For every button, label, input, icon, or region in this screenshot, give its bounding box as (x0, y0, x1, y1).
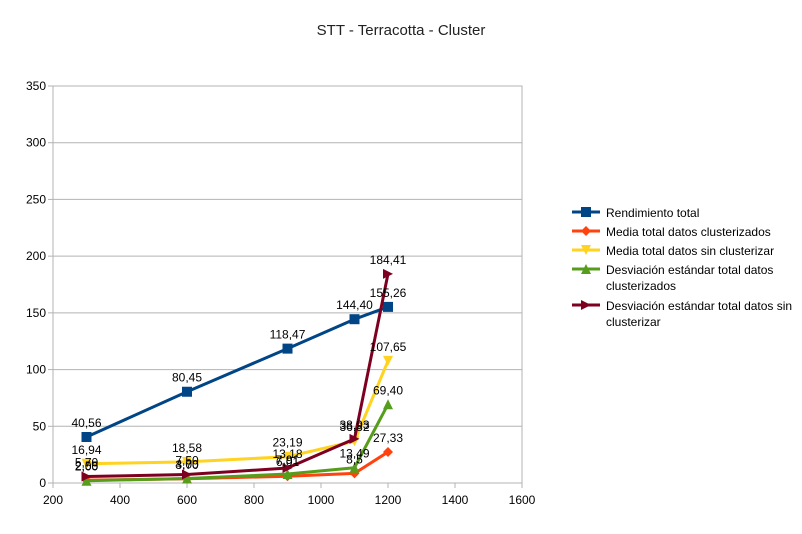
legend-item-1: Rendimiento total (572, 206, 699, 220)
data-label: 6,01 (276, 455, 300, 469)
data-point (282, 463, 293, 474)
data-point (282, 451, 293, 462)
data-point (383, 399, 393, 410)
y-tick-label: 350 (26, 79, 46, 93)
data-point (349, 314, 360, 325)
data-point (282, 469, 293, 480)
legend-marker (581, 245, 591, 255)
series-group (81, 268, 393, 486)
data-label: 18,58 (172, 441, 202, 455)
data-label: 7,91 (276, 453, 300, 467)
data-point (81, 431, 92, 442)
data-label: 13,18 (272, 447, 302, 461)
data-point (383, 301, 393, 312)
x-tick-label: 600 (177, 493, 197, 507)
x-tick-label: 1000 (308, 493, 335, 507)
legend-marker (581, 264, 591, 274)
x-tick-label: 800 (244, 493, 264, 507)
data-label: 144,40 (336, 298, 373, 312)
data-label: 4,00 (175, 457, 199, 471)
data-label: 107,65 (370, 340, 407, 354)
x-tick-label: 1200 (375, 493, 402, 507)
data-label: 155,26 (370, 286, 407, 300)
data-point (182, 456, 192, 467)
data-point (383, 355, 393, 366)
data-label: 8,5 (346, 452, 363, 466)
legend-label: clusterizar (606, 315, 661, 329)
data-label: 38,93 (339, 418, 369, 432)
legend-label: clusterizados (606, 279, 676, 293)
x-tick-label: 200 (43, 493, 63, 507)
y-tick-label: 250 (26, 192, 46, 206)
data-label: 118,47 (270, 328, 306, 342)
series-5 (81, 268, 393, 482)
series-4 (81, 399, 393, 486)
legend-label: Desviación estándar total datos sin (606, 299, 792, 313)
data-point (81, 475, 92, 486)
legend-marker (581, 300, 591, 310)
x-tick-label: 1600 (509, 493, 536, 507)
legend: Rendimiento total Media total datos clust… (572, 206, 792, 329)
data-point (81, 471, 92, 482)
data-label: 36,82 (339, 420, 369, 434)
legend-label: Media total datos sin clusterizar (606, 244, 774, 258)
data-label: 3,70 (175, 458, 199, 472)
legend-item-4: Desviación estándar total datos clusteriz… (572, 263, 773, 293)
data-point (182, 386, 192, 397)
legend-item-2: Media total datos clusterizados (572, 225, 771, 239)
series-1 (81, 301, 393, 442)
data-point (383, 268, 393, 279)
y-tick-label: 0 (39, 476, 46, 490)
data-point (349, 433, 360, 444)
legend-marker (581, 226, 591, 236)
data-point (383, 446, 393, 457)
data-point (282, 343, 293, 354)
data-label: 5,70 (75, 456, 99, 470)
data-label: 184,41 (370, 253, 407, 267)
y-tick-label: 200 (26, 249, 46, 263)
legend-label: Media total datos clusterizados (606, 225, 771, 239)
data-label: 69,40 (373, 383, 403, 397)
data-label: 23,19 (272, 436, 302, 450)
y-tick-label: 300 (26, 136, 46, 150)
data-point (81, 458, 92, 469)
x-tick-label: 1400 (442, 493, 469, 507)
x-tick-label: 400 (110, 493, 130, 507)
legend-item-5: Desviación estándar total datos sin clust… (572, 299, 792, 329)
legend-marker (581, 207, 591, 217)
data-label: 40,56 (71, 416, 101, 430)
axis-ticks: 0 50 100 150 200 250 300 350 200 400 600 800 1000 120… (26, 79, 536, 507)
data-point (182, 469, 192, 480)
data-point (182, 473, 192, 484)
data-label: 7,50 (175, 453, 199, 467)
legend-label: Desviación estándar total datos (606, 263, 773, 277)
legend-item-3: Media total datos sin clusterizar (572, 244, 774, 258)
legend-label: Rendimiento total (606, 206, 699, 220)
grid-lines (53, 85, 522, 484)
data-point (349, 462, 360, 473)
plot-area (52, 85, 523, 484)
data-label: 80,45 (172, 371, 202, 385)
y-tick-label: 50 (33, 419, 47, 433)
y-tick-label: 150 (26, 306, 46, 320)
data-label: 16,94 (71, 443, 101, 457)
data-label: 2,55 (75, 459, 99, 473)
chart-title: STT - Terracotta - Cluster (316, 22, 486, 39)
series-3 (81, 355, 393, 469)
y-tick-label: 100 (26, 363, 46, 377)
data-label: 2,00 (75, 460, 99, 474)
data-label: 13,49 (339, 447, 369, 461)
data-label: 27,33 (373, 431, 403, 445)
